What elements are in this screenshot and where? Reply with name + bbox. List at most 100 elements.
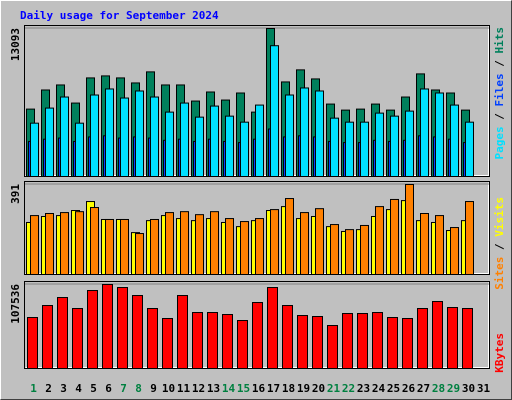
x-tick-label: 23	[357, 382, 370, 395]
bar	[195, 116, 204, 177]
y-tick-label: 107536	[9, 284, 22, 324]
bar	[135, 233, 144, 276]
legend: Sites / Visits	[493, 197, 506, 290]
bar	[210, 105, 219, 177]
x-tick-label: 29	[447, 382, 460, 395]
bar	[180, 102, 189, 177]
bar	[450, 104, 459, 177]
bar	[90, 207, 99, 275]
bar	[225, 218, 234, 275]
x-tick-label: 28	[432, 382, 445, 395]
legend-separator: /	[493, 54, 506, 74]
bar	[270, 209, 279, 275]
bar	[135, 90, 144, 177]
bar	[270, 45, 279, 178]
bar	[60, 212, 69, 276]
bar	[180, 211, 189, 276]
bar	[375, 206, 384, 275]
legend-entry: Hits	[493, 27, 506, 54]
x-tick-label: 9	[150, 382, 157, 395]
bar	[42, 305, 53, 369]
x-tick-label: 19	[297, 382, 310, 395]
y-tick-label: 391	[9, 184, 22, 204]
bar	[132, 295, 143, 369]
bar	[345, 229, 354, 276]
x-tick-label: 10	[162, 382, 175, 395]
bar	[300, 212, 309, 276]
bar	[105, 218, 114, 275]
bar	[420, 213, 429, 276]
x-tick-label: 22	[342, 382, 355, 395]
x-tick-label: 26	[402, 382, 416, 395]
bar	[222, 314, 233, 369]
bar	[267, 287, 278, 369]
bar	[117, 287, 128, 369]
bar	[285, 94, 294, 177]
legend: KBytes	[493, 333, 506, 373]
x-tick-label: 7	[120, 382, 127, 395]
legend-separator: /	[493, 107, 506, 127]
bar	[447, 307, 458, 369]
bar	[45, 213, 54, 276]
x-tick-label: 8	[135, 382, 142, 395]
bar	[207, 312, 218, 369]
x-tick-label: 1	[30, 382, 37, 395]
bar	[282, 305, 293, 369]
bar	[435, 215, 444, 276]
legend-entry: Sites	[493, 257, 506, 290]
legend-entry: Files	[493, 73, 506, 106]
bar	[30, 215, 39, 276]
bar	[195, 214, 204, 276]
x-tick-label: 24	[372, 382, 386, 395]
bar	[435, 92, 444, 177]
bar	[210, 211, 219, 276]
bar	[75, 122, 84, 178]
bar	[162, 318, 173, 370]
bar	[102, 284, 113, 369]
bar	[312, 316, 323, 370]
bar	[252, 302, 263, 370]
bar	[360, 224, 369, 275]
bar	[315, 90, 324, 177]
bar	[87, 290, 98, 369]
bar	[387, 317, 398, 370]
bar	[432, 301, 443, 370]
x-tick-label: 11	[177, 382, 191, 395]
x-tick-label: 27	[417, 382, 430, 395]
bar	[120, 218, 129, 275]
bar	[285, 198, 294, 275]
bar	[45, 107, 54, 177]
x-tick-label: 31	[477, 382, 491, 395]
x-tick-label: 15	[237, 382, 250, 395]
bar	[165, 212, 174, 276]
bar	[150, 96, 159, 177]
bar	[255, 104, 264, 177]
bar	[315, 208, 324, 275]
bar	[27, 317, 38, 370]
x-tick-label: 13	[207, 382, 220, 395]
bar	[420, 88, 429, 177]
x-tick-label: 30	[462, 382, 475, 395]
x-tick-label: 25	[387, 382, 400, 395]
bar	[342, 313, 353, 369]
bar	[390, 198, 399, 275]
x-tick-label: 18	[282, 382, 295, 395]
legend-entry: Pages	[493, 126, 506, 159]
bar	[345, 121, 354, 178]
x-tick-label: 12	[192, 382, 205, 395]
bar	[237, 320, 248, 369]
bar	[405, 110, 414, 177]
bar	[465, 201, 474, 275]
bar	[375, 112, 384, 177]
x-tick-label: 17	[267, 382, 280, 395]
bar	[105, 88, 114, 177]
legend-separator: /	[493, 237, 506, 257]
legend: Pages / Files / Hits	[493, 27, 506, 160]
bar	[297, 315, 308, 369]
bar	[465, 121, 474, 178]
x-tick-label: 14	[222, 382, 236, 395]
bar	[90, 94, 99, 177]
bar	[405, 184, 414, 275]
